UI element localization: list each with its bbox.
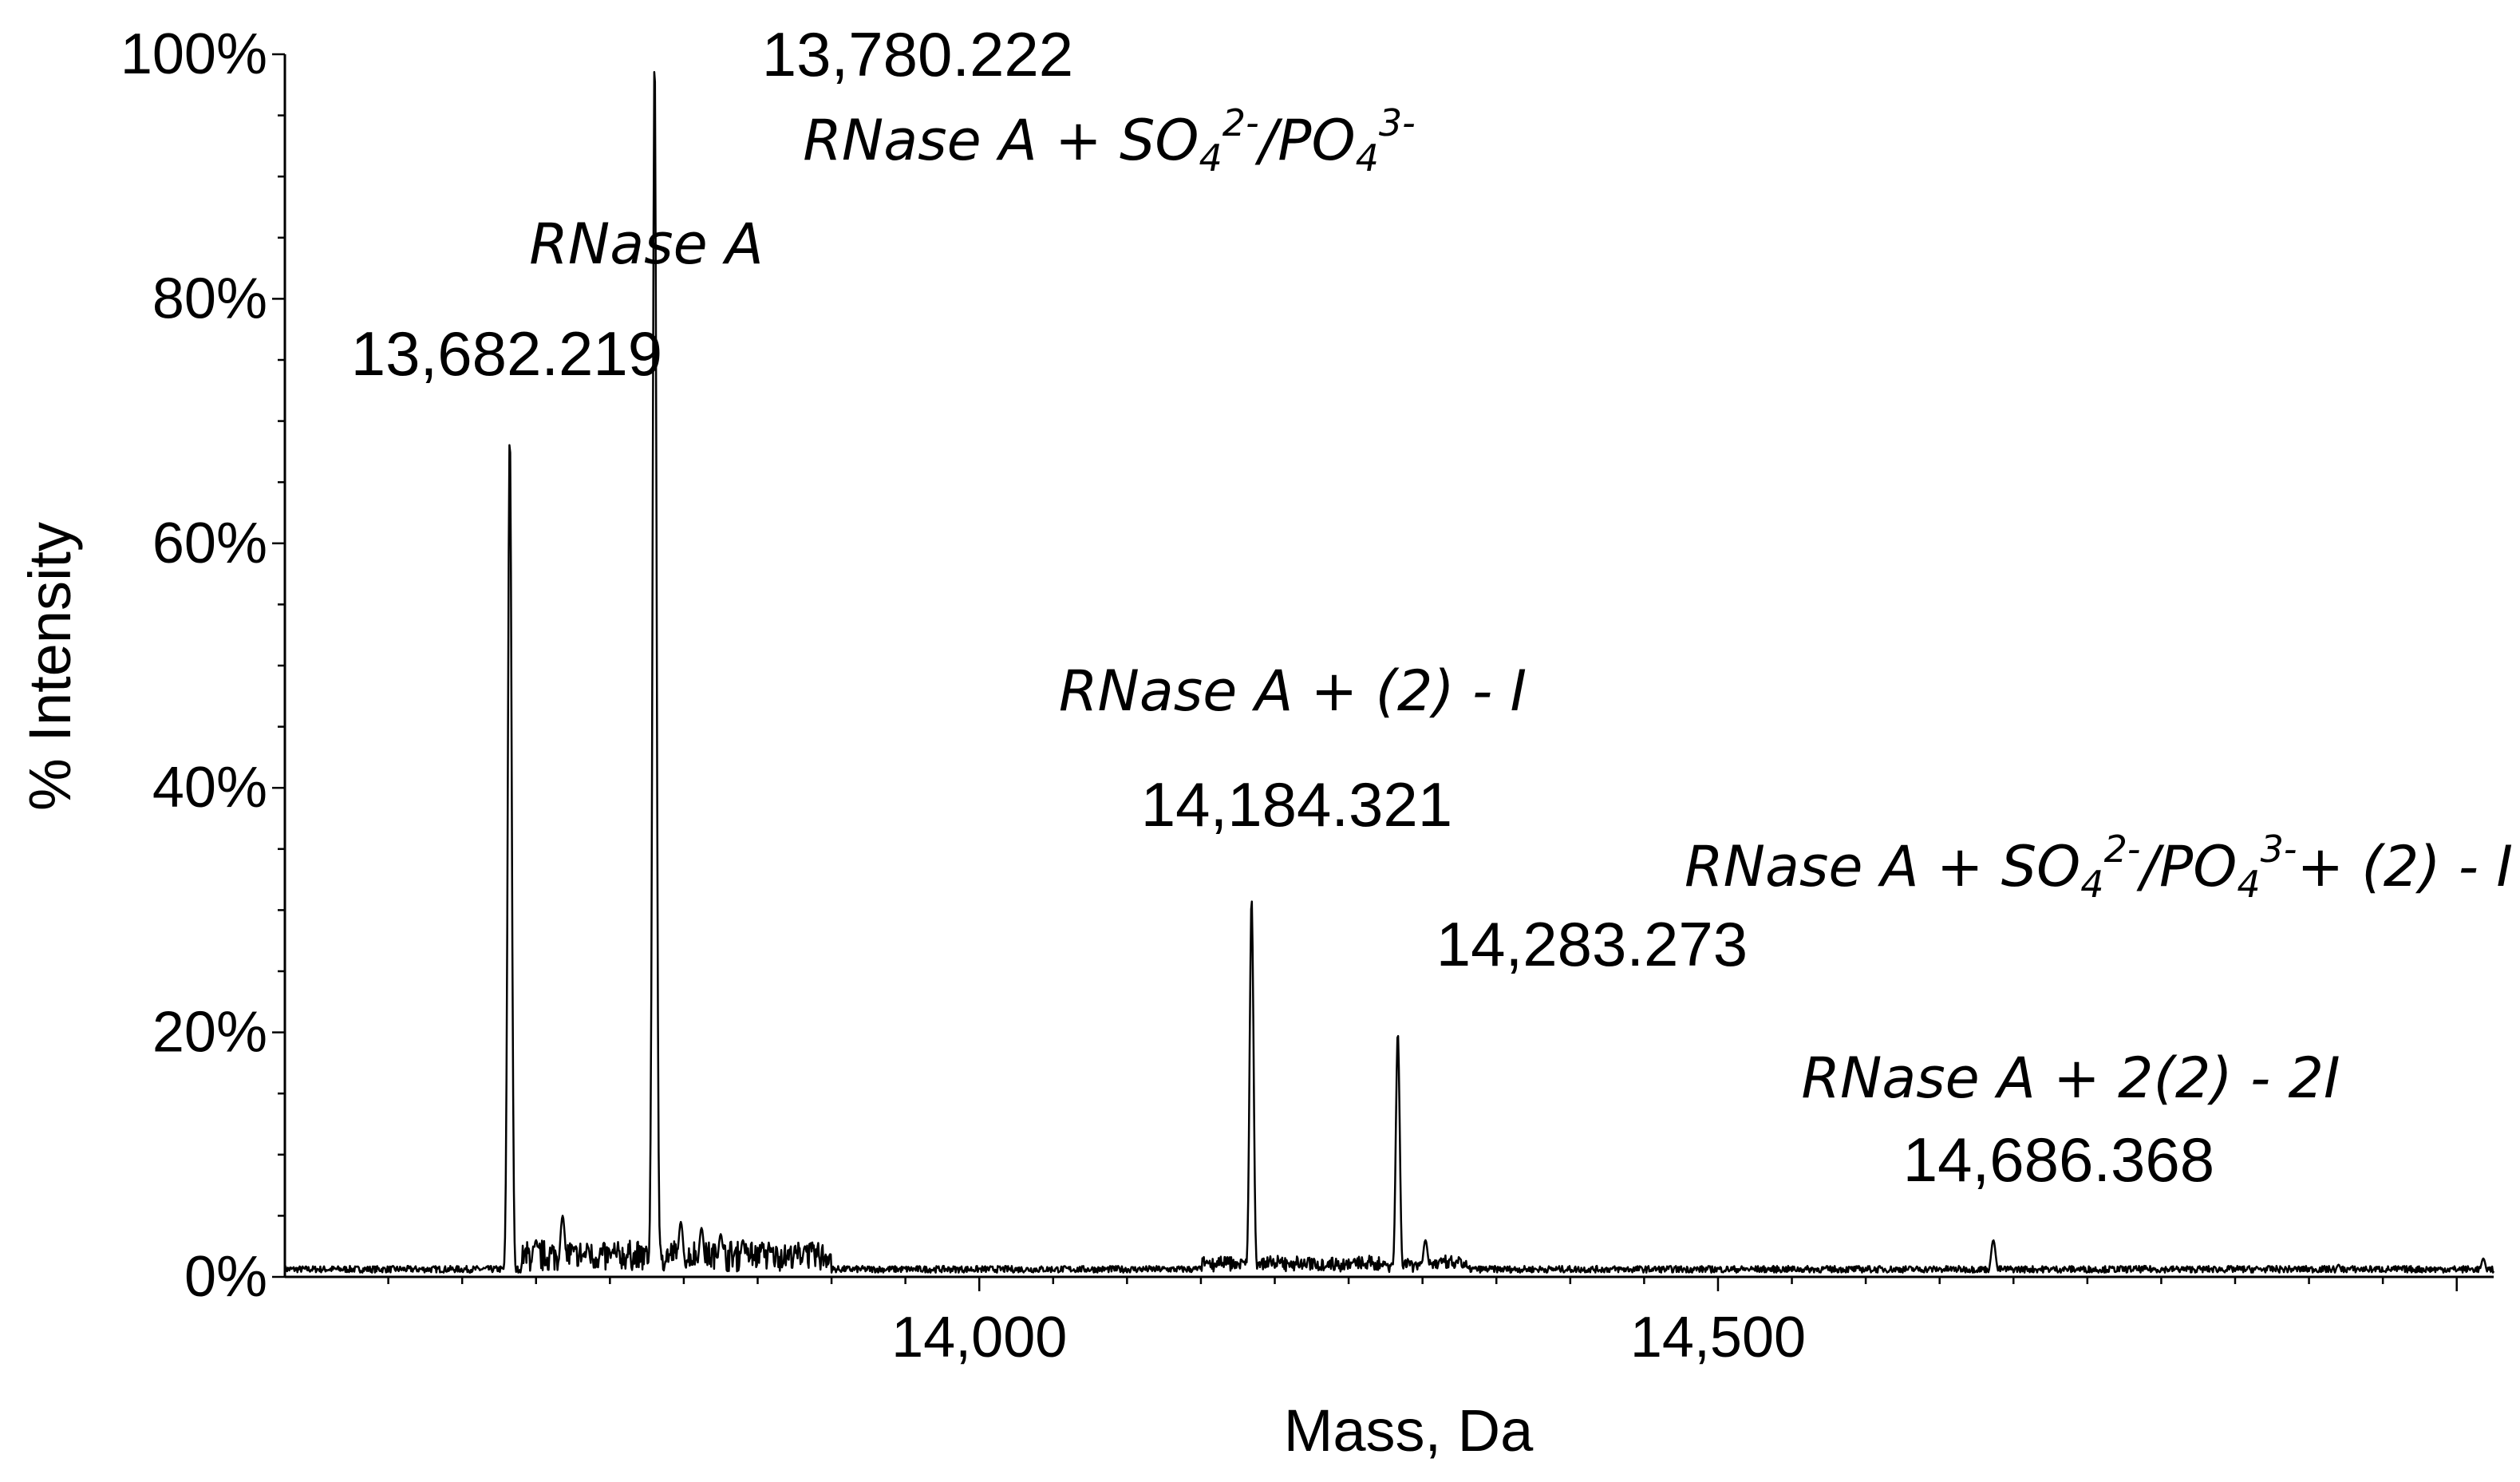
y-tick-label: 100% bbox=[120, 22, 267, 86]
peak-mass-label: 14,184.321 bbox=[1141, 769, 1452, 840]
peak-labels: RNase A 13,682.219 RNase A + SO42-/PO43- 13… bbox=[351, 19, 2513, 1195]
y-axis-title: % Intensity bbox=[17, 522, 83, 811]
x-axis-title: Mass, Da bbox=[1284, 1397, 1534, 1464]
peak-mass-label: 14,686.368 bbox=[1903, 1124, 2214, 1195]
y-tick-label: 20% bbox=[152, 1001, 267, 1065]
y-tick-label: 60% bbox=[152, 512, 267, 575]
peak-species-label: RNase A + 2(2) - 2I bbox=[1801, 1045, 2340, 1111]
x-tick-label: 14,500 bbox=[1630, 1306, 1806, 1369]
peak-mass-label: 14,283.273 bbox=[1436, 909, 1748, 979]
peak-species-label: RNase A bbox=[529, 211, 764, 277]
x-ticks: 14,000 14,500 bbox=[387, 1277, 2458, 1369]
peak-species-label: RNase A + SO42-/PO43-+ (2) - I bbox=[1685, 828, 2513, 906]
x-tick-label: 14,000 bbox=[891, 1306, 1067, 1369]
peak-mass-label: 13,682.219 bbox=[351, 318, 662, 389]
peak-species-label: RNase A + SO42-/PO43- bbox=[803, 101, 1415, 180]
y-tick-label: 0% bbox=[184, 1245, 267, 1309]
y-tick-label: 80% bbox=[152, 267, 267, 330]
y-ticks: 0% 20% 40% 60% 80% 100% bbox=[120, 22, 285, 1309]
spectrum-trace bbox=[283, 70, 2495, 1274]
peak-mass-label: 13,780.222 bbox=[762, 19, 1073, 89]
y-tick-label: 40% bbox=[152, 756, 267, 820]
peak-species-label: RNase A + (2) - I bbox=[1059, 658, 1527, 724]
